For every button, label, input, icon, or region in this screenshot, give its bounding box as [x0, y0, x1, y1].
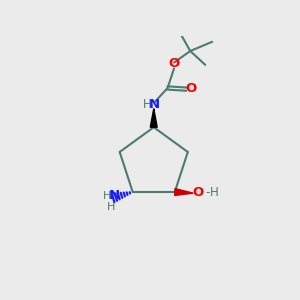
Text: N: N: [109, 189, 120, 203]
Text: H: H: [102, 191, 111, 201]
Text: O: O: [168, 57, 179, 70]
Text: H: H: [142, 98, 151, 111]
Polygon shape: [175, 189, 193, 196]
Text: -: -: [205, 186, 209, 199]
Polygon shape: [150, 109, 157, 127]
Text: N: N: [148, 98, 160, 111]
Text: O: O: [193, 186, 204, 199]
Text: O: O: [185, 82, 197, 95]
Text: H: H: [210, 186, 218, 199]
Text: H: H: [107, 202, 116, 212]
